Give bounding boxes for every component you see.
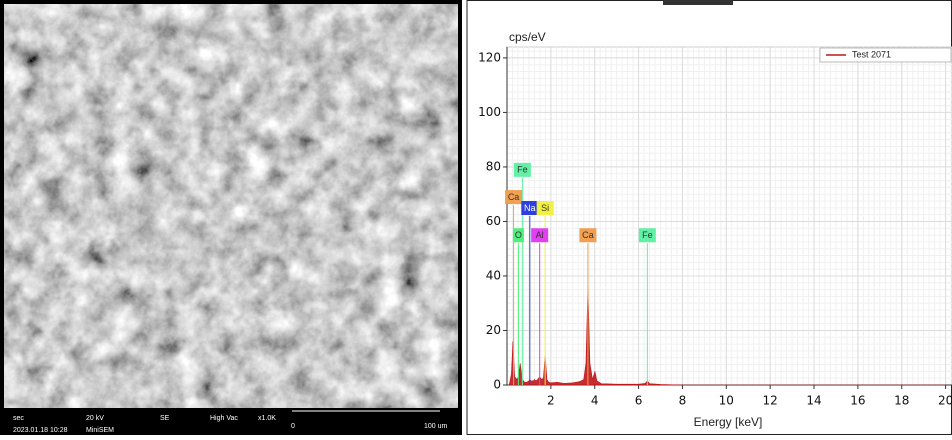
info-text: sec: [13, 415, 24, 422]
info-text: SE: [160, 415, 170, 422]
sem-info-bar: [4, 408, 458, 435]
marker-label: Al: [536, 230, 544, 240]
x-tick-label: 6: [635, 394, 643, 408]
marker-box: [638, 228, 656, 243]
marker-label: Fe: [517, 165, 528, 175]
y-tick-label: 80: [486, 159, 501, 173]
marker-box: [505, 190, 523, 205]
marker-box: [531, 228, 549, 243]
x-tick-label: 12: [763, 394, 778, 408]
marker-label: Ca: [582, 230, 594, 240]
y-tick-label: 120: [478, 50, 501, 64]
x-tick-label: 2: [547, 394, 555, 408]
legend-box: [819, 47, 952, 63]
x-tick-label: 18: [894, 394, 909, 408]
info-text: MiniSEM: [86, 427, 114, 434]
x-tick-label: 20: [938, 394, 952, 408]
y-axis-label: cps/eV: [509, 30, 546, 44]
x-tick-label: 8: [679, 394, 687, 408]
marker-label: Si: [541, 203, 549, 213]
marker-label: Na: [524, 203, 536, 213]
spectrum-area: [508, 286, 946, 386]
y-tick-label: 20: [486, 323, 501, 337]
info-text: High Vac: [210, 415, 238, 422]
marker-label: O: [515, 230, 522, 240]
legend-label: Test 2071: [852, 49, 891, 59]
info-text: 2023.01.18 10:28: [13, 427, 68, 434]
sem-image: [4, 4, 458, 408]
x-tick-label: 10: [719, 394, 734, 408]
marker-box: [536, 201, 554, 215]
x-tick-label: 4: [591, 394, 599, 408]
marker-box: [512, 228, 524, 243]
top-tab: [663, 0, 733, 5]
x-tick-label: 14: [806, 394, 821, 408]
plot-area: [506, 46, 952, 386]
marker-label: Ca: [508, 192, 520, 202]
marker-label: Fe: [642, 230, 653, 240]
y-tick-label: 60: [486, 214, 501, 228]
x-tick-label: 16: [850, 394, 865, 408]
info-text: 100 um: [424, 423, 448, 430]
info-text: 20 kV: [86, 415, 104, 422]
marker-box: [521, 201, 539, 215]
y-tick-label: 40: [486, 268, 501, 282]
marker-box: [579, 228, 597, 243]
marker-box: [513, 162, 531, 177]
chart: 0 20 40 60 80 100 120 2 4 6 8 10 12 14 16 18 20 Fe Ca Na Si O…: [478, 47, 952, 408]
x-axis-label: Energy [keV]: [694, 415, 763, 429]
info-text: 0: [291, 423, 295, 430]
y-tick-label: 0: [493, 378, 501, 392]
info-text: x1.0K: [258, 415, 276, 422]
y-tick-label: 100: [478, 105, 501, 119]
